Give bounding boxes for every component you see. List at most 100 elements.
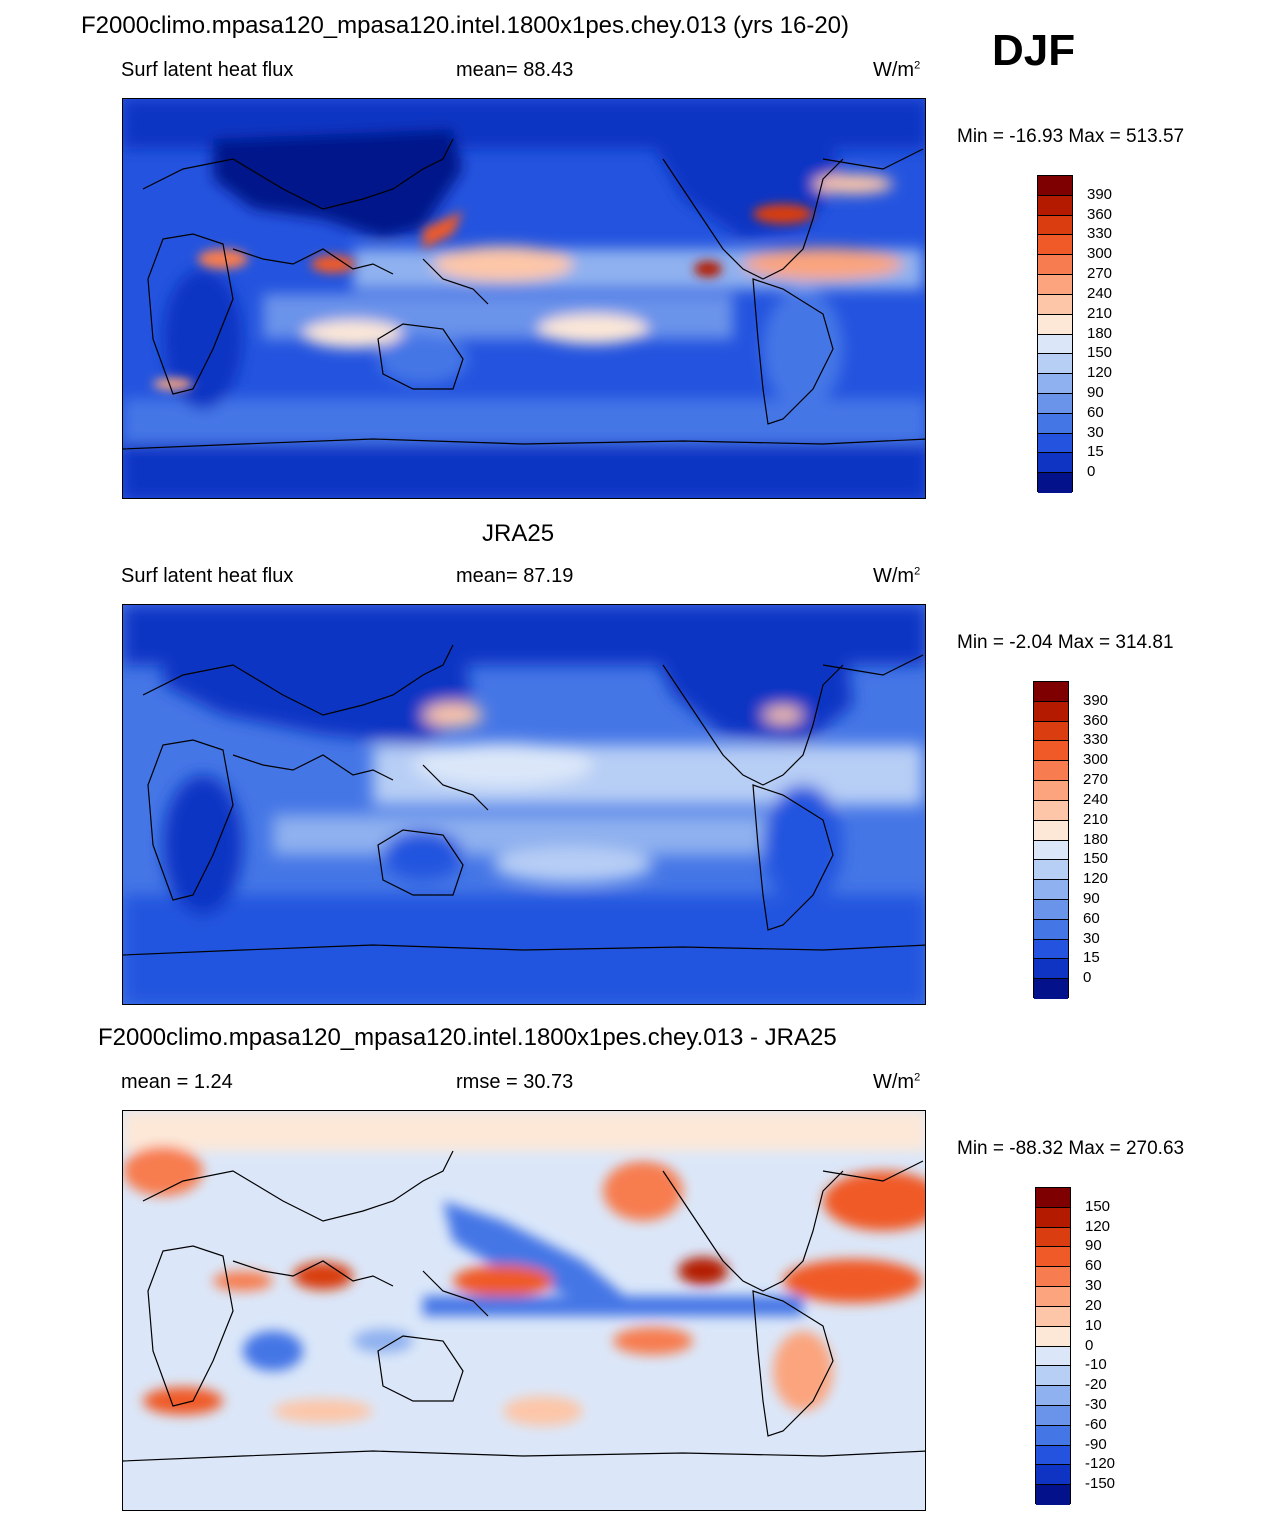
colorbar-segment [1038, 413, 1072, 434]
colorbar-segment [1036, 1326, 1070, 1347]
colorbar-tick-label: 30 [1083, 929, 1100, 947]
colorbar-segment [1038, 255, 1072, 276]
colorbar-tick-label: 15 [1083, 949, 1100, 967]
colorbar-segment [1038, 235, 1072, 256]
colorbar-segment [1034, 781, 1068, 801]
colorbar-tick-label: 180 [1087, 324, 1113, 342]
panel2-units-label: W/m2 [873, 565, 921, 587]
colorbar-tick-label: -20 [1085, 1376, 1107, 1394]
colorbar-tick-label: 390 [1087, 185, 1113, 203]
colorbar-tick-label: 210 [1087, 304, 1113, 322]
colorbar-segment [1036, 1386, 1070, 1406]
colorbar-tick-label: -60 [1085, 1415, 1107, 1433]
panel1-variable-label: Surf latent heat flux [121, 59, 294, 81]
colorbar-tick-label: 60 [1087, 403, 1104, 421]
colorbar-tick-label: 240 [1083, 790, 1109, 808]
colorbar-segment [1038, 195, 1072, 216]
colorbar-tick-label: 330 [1087, 225, 1113, 243]
colorbar-segment [1038, 354, 1072, 375]
panel3-mean-label: mean = 1.24 [121, 1071, 233, 1093]
colorbar-segment [1038, 393, 1072, 414]
colorbar-tick-label: -10 [1085, 1356, 1107, 1374]
colorbar-tick-label: 0 [1083, 969, 1092, 987]
panel3-rmse-label: rmse = 30.73 [456, 1071, 574, 1093]
colorbar-segment [1034, 741, 1068, 762]
colorbar-tick-label: 30 [1085, 1277, 1102, 1295]
panel2-variable-label: Surf latent heat flux [121, 565, 294, 587]
colorbar-tick-label: 30 [1087, 423, 1104, 441]
colorbar-tick-label: 300 [1087, 245, 1113, 263]
panel2-coastlines [123, 644, 925, 956]
panel1-heatmap [123, 99, 925, 498]
colorbar-segment [1036, 1346, 1070, 1367]
panel2-minmax: Min = -2.04 Max = 314.81 [957, 632, 1174, 653]
colorbar-tick-label: 120 [1087, 364, 1113, 382]
panel1-units-label: W/m2 [873, 59, 921, 81]
colorbar-segment [1034, 860, 1068, 881]
colorbar-segment [1034, 959, 1068, 980]
panel3-units-label: W/m2 [873, 1071, 921, 1093]
colorbar-segment [1036, 1485, 1070, 1505]
colorbar-tick-label: 150 [1087, 344, 1113, 362]
colorbar-segment [1034, 919, 1068, 940]
colorbar-segment [1036, 1445, 1070, 1466]
colorbar-segment [1034, 840, 1068, 861]
colorbar-segment [1034, 820, 1068, 841]
colorbar-segment [1034, 701, 1068, 722]
colorbar-segment [1036, 1207, 1070, 1228]
colorbar-tick-label: 120 [1085, 1217, 1111, 1235]
colorbar-segment [1034, 979, 1068, 999]
colorbar-tick-label: 240 [1087, 284, 1113, 302]
colorbar-segment [1038, 473, 1072, 493]
colorbar-tick-label: 180 [1083, 830, 1109, 848]
colorbar-tick-label: -30 [1085, 1395, 1107, 1413]
panel2-heatmap [123, 605, 925, 1004]
panel2-mean-label: mean= 87.19 [456, 565, 574, 587]
colorbar-segment [1038, 275, 1072, 295]
colorbar-segment [1038, 453, 1072, 474]
colorbar-tick-label: 0 [1087, 463, 1096, 481]
colorbar-tick-label: -120 [1085, 1455, 1116, 1473]
panel3-heatmap [123, 1111, 925, 1510]
colorbar-segment [1036, 1405, 1070, 1426]
colorbar-tick-label: 15 [1087, 443, 1104, 461]
colorbar-segment [1034, 939, 1068, 960]
panel2-title: JRA25 [482, 520, 555, 547]
panel3-coastlines [123, 1150, 925, 1462]
colorbar-segment [1036, 1287, 1070, 1307]
colorbar-segment [1038, 314, 1072, 335]
panel3-title: F2000climo.mpasa120_mpasa120.intel.1800x… [98, 1024, 837, 1051]
colorbar-segment [1036, 1188, 1070, 1208]
colorbar-segment [1036, 1227, 1070, 1248]
colorbar-tick-label: 210 [1083, 810, 1109, 828]
colorbar-segment [1036, 1267, 1070, 1288]
colorbar-segment [1034, 880, 1068, 900]
figure-title: F2000climo.mpasa120_mpasa120.intel.1800x… [81, 12, 850, 39]
colorbar-tick-label: 270 [1083, 771, 1109, 789]
colorbar-tick-label: 300 [1083, 751, 1109, 769]
colorbar-segment [1034, 800, 1068, 821]
colorbar-segment [1034, 721, 1068, 742]
colorbar-tick-label: 90 [1085, 1237, 1102, 1255]
colorbar-segment [1036, 1306, 1070, 1327]
colorbar-tick-label: 360 [1083, 711, 1109, 729]
panel1-colorbar [1037, 175, 1073, 493]
colorbar-tick-label: 360 [1087, 205, 1113, 223]
colorbar-tick-label: -90 [1085, 1435, 1107, 1453]
colorbar-tick-label: 150 [1083, 850, 1109, 868]
colorbar-segment [1034, 899, 1068, 920]
colorbar-tick-label: 120 [1083, 870, 1109, 888]
colorbar-tick-label: 0 [1085, 1336, 1094, 1354]
panel1-minmax: Min = -16.93 Max = 513.57 [957, 126, 1185, 147]
colorbar-tick-label: 90 [1083, 889, 1100, 907]
colorbar-segment [1038, 374, 1072, 394]
colorbar-segment [1036, 1425, 1070, 1446]
panel3-minmax: Min = -88.32 Max = 270.63 [957, 1138, 1185, 1159]
colorbar-segment [1036, 1366, 1070, 1387]
colorbar-segment [1034, 761, 1068, 782]
colorbar-segment [1036, 1247, 1070, 1268]
panel2-colorbar [1033, 681, 1069, 999]
panel1-coastlines [123, 138, 925, 450]
colorbar-segment [1038, 433, 1072, 454]
colorbar-tick-label: 20 [1085, 1296, 1102, 1314]
